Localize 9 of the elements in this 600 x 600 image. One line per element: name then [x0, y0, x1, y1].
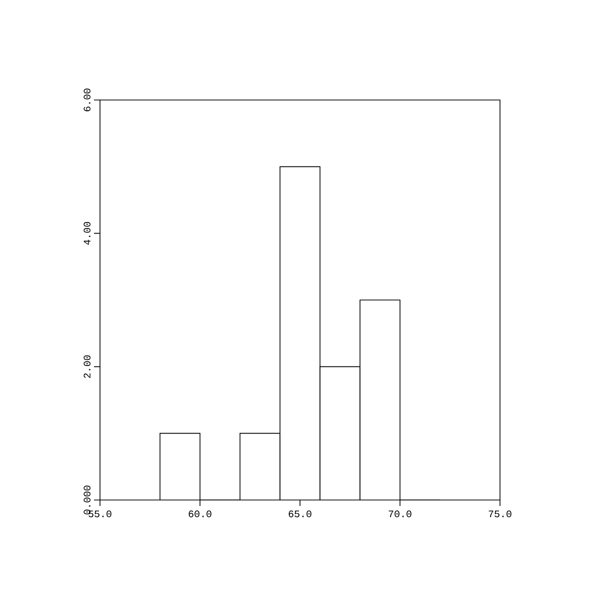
y-tick-label: 0.000	[84, 486, 90, 514]
y-tick-label: 4.00	[84, 222, 90, 245]
x-tick-label: 65.0	[288, 510, 312, 518]
x-tick-label: 60.0	[188, 510, 212, 518]
y-tick-label: 2.00	[84, 355, 90, 378]
x-tick-label: 70.0	[388, 510, 412, 518]
x-tick-label: 75.0	[488, 510, 512, 518]
y-tick-label: 6.00	[84, 88, 90, 112]
x-tick-label: 55.0	[88, 510, 112, 518]
